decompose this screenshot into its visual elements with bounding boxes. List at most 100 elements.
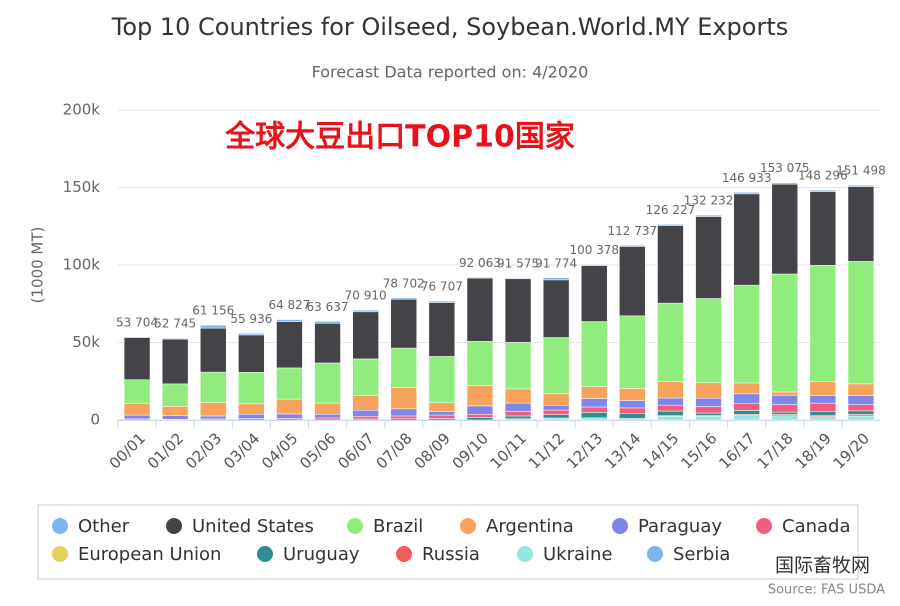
legend-marker bbox=[166, 518, 182, 534]
bar-segment bbox=[504, 388, 532, 404]
total-label: 91 575 bbox=[497, 257, 539, 271]
y-tick-label: 150k bbox=[63, 178, 101, 196]
bar-segment bbox=[200, 415, 227, 420]
bar-segment bbox=[847, 186, 875, 262]
x-tick-label: 03/04 bbox=[220, 429, 263, 472]
bar-segment bbox=[695, 406, 722, 414]
bar-segment bbox=[847, 395, 875, 405]
bar-segment bbox=[161, 415, 189, 420]
bar-segment bbox=[238, 414, 265, 419]
bar-segment bbox=[466, 341, 494, 386]
total-label: 76 707 bbox=[421, 280, 463, 294]
bar-segment bbox=[581, 412, 608, 419]
bar-segment bbox=[847, 410, 875, 415]
x-tick-label: 11/12 bbox=[525, 429, 568, 472]
bar-segment bbox=[619, 315, 646, 389]
bar-segment bbox=[695, 397, 722, 407]
bar-segment bbox=[657, 381, 684, 399]
bar-segment bbox=[847, 404, 875, 412]
bar-segment bbox=[238, 333, 265, 336]
bar-segment bbox=[695, 416, 722, 421]
bar-segment bbox=[771, 415, 798, 421]
total-label: 148 296 bbox=[798, 169, 848, 183]
bar-segment bbox=[581, 386, 608, 399]
x-tick-label: 09/10 bbox=[449, 429, 492, 472]
bar-segment bbox=[314, 321, 341, 324]
bar-segment bbox=[619, 245, 646, 247]
bar-segment bbox=[504, 277, 532, 280]
bar-segment bbox=[390, 408, 417, 417]
total-label: 91 774 bbox=[535, 256, 577, 270]
total-label: 63 637 bbox=[307, 300, 349, 314]
x-tick-label: 05/06 bbox=[296, 429, 339, 472]
bar-segment bbox=[619, 413, 646, 419]
bar-segment bbox=[352, 395, 379, 411]
bar-segment bbox=[847, 261, 875, 385]
bar-segment bbox=[581, 265, 608, 322]
bar-segment bbox=[695, 216, 722, 299]
bar-segment bbox=[771, 394, 798, 405]
bar-segment bbox=[581, 406, 608, 413]
bar-segment bbox=[123, 337, 151, 380]
total-label: 100 378 bbox=[569, 243, 619, 257]
bar-segment bbox=[428, 356, 456, 404]
legend-label: Paraguay bbox=[638, 516, 722, 537]
bar-segment bbox=[809, 416, 837, 421]
bar-segment bbox=[657, 225, 684, 304]
bar-segment bbox=[809, 411, 837, 416]
bar-segment bbox=[581, 264, 608, 266]
annotation: 全球大豆出口TOP10国家 bbox=[224, 120, 575, 155]
bar-segment bbox=[771, 404, 798, 413]
x-tick-label: 12/13 bbox=[563, 429, 606, 472]
legend-marker bbox=[647, 546, 663, 562]
bar-segment bbox=[314, 323, 341, 364]
total-label: 151 498 bbox=[836, 164, 886, 178]
bar-segment bbox=[200, 371, 227, 403]
bar-segment bbox=[657, 397, 684, 406]
bar-segment bbox=[542, 409, 570, 415]
bar-segment bbox=[428, 402, 456, 412]
legend-label: United States bbox=[192, 516, 314, 537]
bar-segment bbox=[809, 402, 837, 412]
bar-segment bbox=[466, 417, 494, 421]
bar-segment bbox=[733, 382, 760, 395]
legend-label: European Union bbox=[78, 544, 221, 565]
bar-segment bbox=[733, 193, 760, 286]
bar-segment bbox=[657, 416, 684, 421]
bar-segment bbox=[542, 414, 570, 419]
x-tick-label: 06/07 bbox=[334, 429, 377, 472]
watermark: 国际畜牧网 bbox=[775, 555, 870, 577]
bar-segment bbox=[771, 273, 798, 393]
bar-segment bbox=[466, 414, 494, 418]
bar-segment bbox=[314, 402, 341, 415]
legend-label: Brazil bbox=[373, 516, 423, 537]
bar-segment bbox=[504, 415, 532, 420]
bar-segment bbox=[276, 398, 303, 415]
bar-segment bbox=[542, 417, 570, 421]
x-tick-label: 17/18 bbox=[753, 429, 796, 472]
bar-segment bbox=[619, 400, 646, 409]
x-tick-label: 14/15 bbox=[639, 429, 682, 472]
bar-segment bbox=[428, 414, 456, 419]
bar-segment bbox=[352, 309, 379, 313]
y-tick-label: 200k bbox=[63, 101, 101, 119]
total-label: 132 232 bbox=[684, 194, 734, 208]
bar-segment bbox=[466, 276, 494, 279]
legend-label: Argentina bbox=[486, 516, 574, 537]
legend-marker bbox=[396, 546, 412, 562]
bar-segment bbox=[276, 413, 303, 419]
bar-segment bbox=[695, 412, 722, 416]
bar-segment bbox=[352, 409, 379, 417]
y-tick-label: 100k bbox=[63, 256, 101, 274]
bar-segment bbox=[771, 183, 798, 275]
x-tick-label: 04/05 bbox=[258, 429, 301, 472]
total-label: 153 075 bbox=[760, 161, 810, 175]
bar-segment bbox=[695, 214, 722, 217]
legend-label: Serbia bbox=[673, 544, 730, 565]
bar-segment bbox=[809, 265, 837, 382]
bar-segment bbox=[581, 417, 608, 421]
bar-segment bbox=[390, 299, 417, 349]
bar-segment bbox=[466, 405, 494, 415]
bar-segment bbox=[161, 338, 189, 340]
